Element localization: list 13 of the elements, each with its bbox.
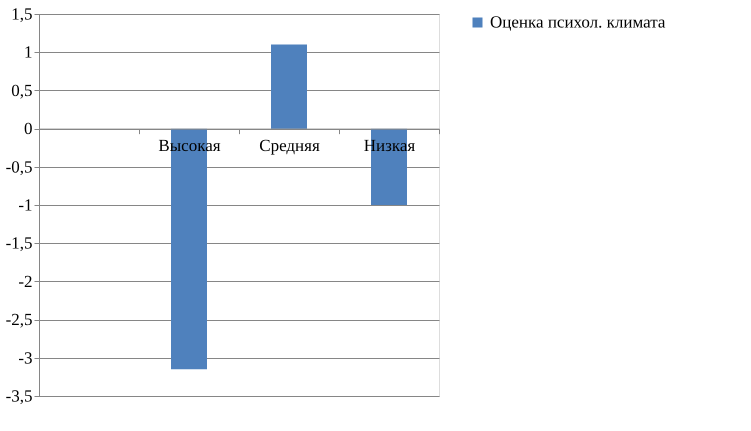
y-tick-label: 1,5 (11, 4, 32, 24)
y-tick-label: 1 (24, 42, 32, 62)
y-tick-label: 0,5 (11, 80, 32, 100)
y-tick-label: -1,5 (6, 234, 32, 253)
y-tick-label: -1 (18, 196, 32, 214)
legend-label: Оценка психол. климата (490, 12, 666, 32)
y-tick-label: 0 (24, 119, 32, 138)
y-tick-label: -2 (18, 272, 32, 291)
x-tick-label: Средняя (259, 136, 320, 156)
y-tick-label: -3,5 (6, 386, 32, 406)
y-tick-label: -0,5 (6, 157, 32, 176)
y-tick-label: -2,5 (6, 310, 32, 330)
y-tick-label: -3 (18, 348, 32, 368)
